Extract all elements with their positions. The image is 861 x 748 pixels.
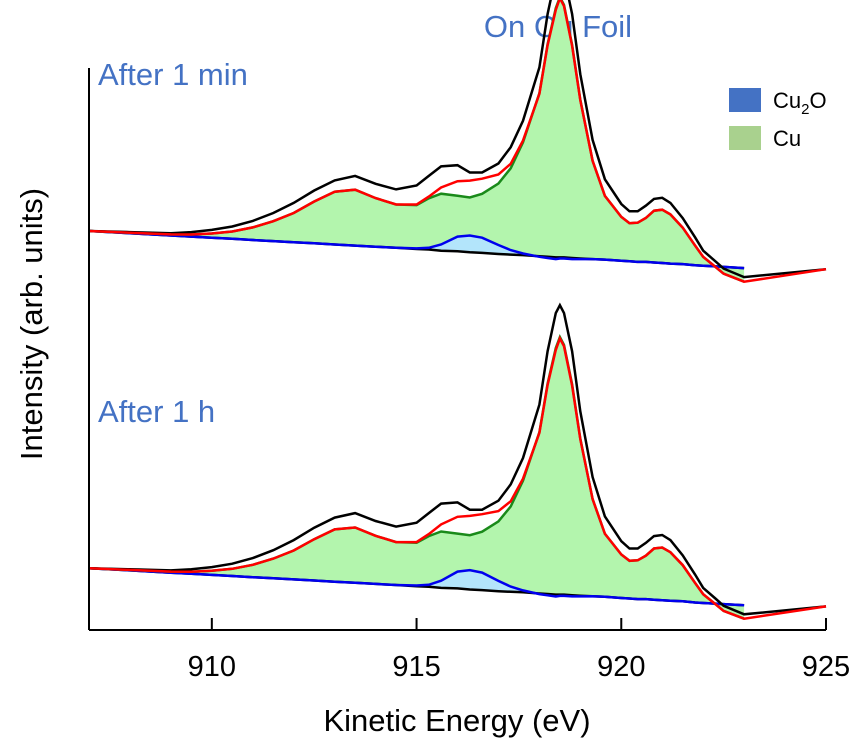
legend-swatch-1: [729, 88, 761, 112]
cu2o-line-1: [88, 229, 745, 270]
envelope-line-2: [88, 335, 827, 620]
legend: Cu2O Cu: [729, 88, 827, 151]
cu-area-2: [89, 337, 745, 619]
x-axis-title: Kinetic Energy (eV): [323, 703, 590, 738]
legend-label-2: Cu: [773, 126, 801, 151]
cu2o-line-2: [88, 566, 745, 607]
y-axis-title: Intensity (arb. units): [14, 188, 49, 460]
cu-area-1: [89, 0, 745, 282]
raw-data-line-2: [88, 302, 827, 616]
envelope-line-1: [88, 0, 827, 283]
legend-label-1: Cu2O: [773, 88, 827, 118]
legend-swatch-2: [729, 126, 761, 150]
spectra-panels: After 1 min After 1 h: [88, 0, 827, 620]
x-tick-label: 915: [392, 651, 440, 683]
panel-label-2: After 1 h: [98, 394, 215, 429]
spectrum-panel-1: After 1 min: [88, 0, 827, 283]
x-tick-label: 920: [597, 651, 645, 683]
spectrum-panel-2: After 1 h: [88, 302, 827, 620]
panel-label-1: After 1 min: [98, 57, 248, 92]
raw-data-line-1: [88, 0, 827, 279]
x-tick-label: 925: [802, 651, 850, 683]
x-tick-label: 910: [188, 651, 236, 683]
x-ticks: 910 915 920 925: [188, 618, 850, 683]
axes: 910 915 920 925: [88, 68, 850, 683]
